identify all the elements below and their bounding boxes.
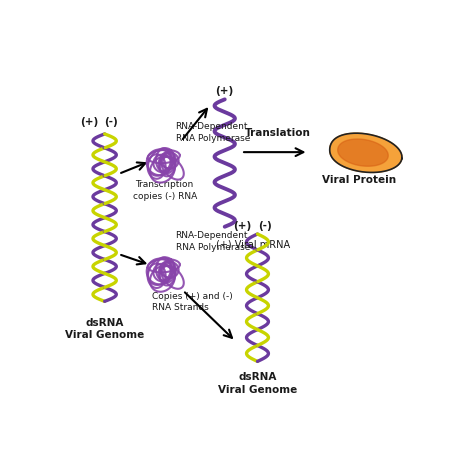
Text: Viral Protein: Viral Protein (322, 175, 396, 185)
Text: (-): (-) (104, 117, 118, 127)
Text: dsRNA
Viral Genome: dsRNA Viral Genome (218, 372, 297, 395)
Text: (+): (+) (216, 86, 234, 96)
Text: (+): (+) (233, 220, 251, 231)
Polygon shape (330, 133, 402, 172)
Text: Copies (+) and (-)
RNA Strands: Copies (+) and (-) RNA Strands (152, 292, 233, 313)
Text: RNA-Dependent
RNA Polymerase: RNA-Dependent RNA Polymerase (175, 122, 250, 142)
Text: RNA-Dependent
RNA Polymerase: RNA-Dependent RNA Polymerase (175, 231, 250, 252)
Text: (+): (+) (80, 117, 99, 127)
Polygon shape (337, 139, 388, 166)
Text: Translation: Translation (245, 128, 310, 138)
Text: dsRNA
Viral Genome: dsRNA Viral Genome (65, 318, 144, 340)
Text: Transcription
copies (-) RNA: Transcription copies (-) RNA (133, 180, 197, 201)
Text: (-): (-) (259, 220, 273, 231)
Text: (+) Viral mRNA: (+) Viral mRNA (216, 239, 290, 250)
